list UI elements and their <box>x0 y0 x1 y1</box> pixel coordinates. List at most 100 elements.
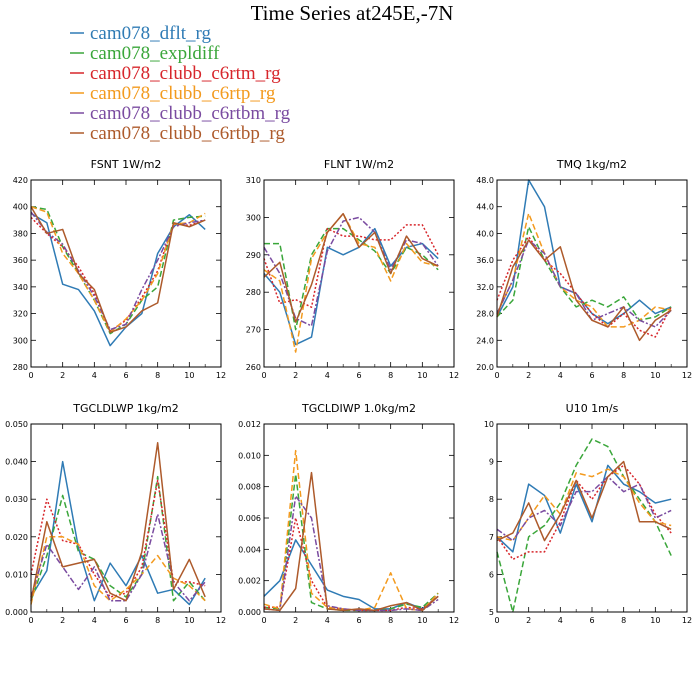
series-line-cam078_expldiff <box>263 473 439 612</box>
x-tick-label: 2 <box>60 616 65 625</box>
y-tick-label: 28.0 <box>476 310 494 319</box>
y-tick-label: 5 <box>489 608 494 617</box>
series-line-cam078_clubb_c6rtp_rg <box>30 536 206 605</box>
series-line-cam078_clubb_c6rtbm_rg <box>30 513 206 602</box>
series-line-cam078_expldiff <box>496 226 672 321</box>
chart-panel-1: FLNT 1W/m2 0 2 4 6 8 10 12 260 270 280 290 300 310 <box>246 158 459 380</box>
y-tick-label: 280 <box>246 288 261 297</box>
x-tick-label: 4 <box>325 371 330 380</box>
series-line-cam078_dflt_rg <box>30 460 206 606</box>
y-tick-label: 0.012 <box>238 420 261 429</box>
x-tick-label: 10 <box>184 616 194 625</box>
y-tick-label: 8 <box>489 495 494 504</box>
x-tick-label: 6 <box>589 371 594 380</box>
panel-title: U10 1m/s <box>566 402 619 415</box>
series-line-cam078_clubb_c6rtp_rg <box>263 449 439 612</box>
x-tick-label: 6 <box>356 616 361 625</box>
x-tick-label: 8 <box>388 371 393 380</box>
y-tick-label: 300 <box>246 213 261 222</box>
x-tick-label: 2 <box>60 371 65 380</box>
y-tick-label: 260 <box>246 363 261 372</box>
x-tick-label: 6 <box>356 371 361 380</box>
x-tick-label: 4 <box>92 371 97 380</box>
series-group <box>263 449 439 612</box>
x-tick-label: 10 <box>417 371 427 380</box>
series-line-cam078_clubb_c6rtm_rg <box>264 517 439 612</box>
y-tick-label: 48.0 <box>476 176 494 185</box>
y-tick-label: 40.0 <box>476 229 494 238</box>
series-line-cam078_dflt_rg <box>30 212 206 347</box>
x-tick-label: 4 <box>558 616 563 625</box>
y-tick-label: 32.0 <box>476 283 494 292</box>
x-tick-label: 8 <box>388 616 393 625</box>
x-tick-label: 8 <box>155 616 160 625</box>
y-tick-label: 20.0 <box>476 363 494 372</box>
figure-title: Time Series at245E,-7N <box>251 1 454 25</box>
y-tick-label: 340 <box>13 283 28 292</box>
x-tick-label: 2 <box>526 371 531 380</box>
x-tick-label: 12 <box>449 371 459 380</box>
y-tick-label: 0.004 <box>238 545 261 554</box>
x-tick-label: 10 <box>184 371 194 380</box>
y-tick-label: 300 <box>13 336 28 345</box>
series-group <box>30 205 206 347</box>
series-line-cam078_clubb_c6rtbp_rg <box>30 206 206 334</box>
y-tick-label: 290 <box>246 251 261 260</box>
legend-label-0: cam078_dflt_rg <box>90 23 212 44</box>
y-tick-label: 0.002 <box>238 577 261 586</box>
x-tick-label: 8 <box>621 371 626 380</box>
y-tick-label: 400 <box>13 203 28 212</box>
series-line-cam078_dflt_rg <box>496 464 672 553</box>
panel-title: TGCLDLWP 1kg/m2 <box>72 402 178 415</box>
x-tick-label: 4 <box>325 616 330 625</box>
x-tick-label: 12 <box>682 616 692 625</box>
y-tick-label: 10 <box>484 420 494 429</box>
x-tick-label: 2 <box>293 616 298 625</box>
series-line-cam078_clubb_c6rtbp_rg <box>263 212 439 323</box>
y-tick-label: 380 <box>13 229 28 238</box>
series-line-cam078_clubb_c6rtbp_rg <box>30 442 206 602</box>
chart-panel-0: FSNT 1W/m2 0 2 4 6 8 10 12 280 300 320 340 360 380 400… <box>13 158 226 380</box>
x-tick-label: 4 <box>558 371 563 380</box>
x-tick-label: 6 <box>589 616 594 625</box>
y-tick-label: 7 <box>489 533 494 542</box>
series-line-cam078_expldiff <box>30 205 206 335</box>
series-group <box>263 212 439 353</box>
y-tick-label: 24.0 <box>476 336 494 345</box>
legend-label-3: cam078_clubb_c6rtp_rg <box>90 83 276 104</box>
legend: cam078_dflt_rgcam078_expldiffcam078_club… <box>70 23 291 144</box>
y-tick-label: 0.000 <box>238 608 261 617</box>
y-tick-label: 280 <box>13 363 28 372</box>
legend-label-5: cam078_clubb_c6rtbp_rg <box>90 123 285 144</box>
plot-frame <box>496 423 688 613</box>
x-tick-label: 2 <box>293 371 298 380</box>
series-line-cam078_expldiff <box>30 475 206 602</box>
series-line-cam078_clubb_c6rtp_rg <box>263 212 439 353</box>
x-tick-label: 10 <box>650 371 660 380</box>
x-tick-label: 0 <box>28 616 33 625</box>
y-tick-label: 0.040 <box>5 458 28 467</box>
x-tick-label: 6 <box>123 371 128 380</box>
y-tick-label: 6 <box>489 570 494 579</box>
x-tick-label: 2 <box>526 616 531 625</box>
chart-panel-4: TGCLDIWP 1.0kg/m2 0 2 4 6 8 10 12 0.000 0.002 0.00… <box>238 402 459 625</box>
y-tick-label: 0.020 <box>5 533 28 542</box>
x-tick-label: 8 <box>155 371 160 380</box>
x-tick-label: 0 <box>261 616 266 625</box>
y-tick-label: 310 <box>246 176 261 185</box>
series-group <box>496 179 672 342</box>
series-line-cam078_expldiff <box>264 227 439 331</box>
plot-frame <box>263 179 455 368</box>
x-tick-label: 0 <box>28 371 33 380</box>
series-line-cam078_clubb_c6rtp_rg <box>496 468 672 542</box>
y-tick-label: 360 <box>13 256 28 265</box>
series-line-cam078_clubb_c6rtm_rg <box>30 479 206 598</box>
chart-panel-3: TGCLDLWP 1kg/m2 0 2 4 6 8 10 12 0.000 0.010 0.020 0… <box>5 402 226 625</box>
x-tick-label: 8 <box>621 616 626 625</box>
y-tick-label: 9 <box>489 458 494 467</box>
y-tick-label: 0.030 <box>5 495 28 504</box>
series-line-cam078_clubb_c6rtp_rg <box>496 212 672 328</box>
series-line-cam078_expldiff <box>496 438 672 613</box>
x-tick-label: 0 <box>261 371 266 380</box>
x-tick-label: 10 <box>650 616 660 625</box>
